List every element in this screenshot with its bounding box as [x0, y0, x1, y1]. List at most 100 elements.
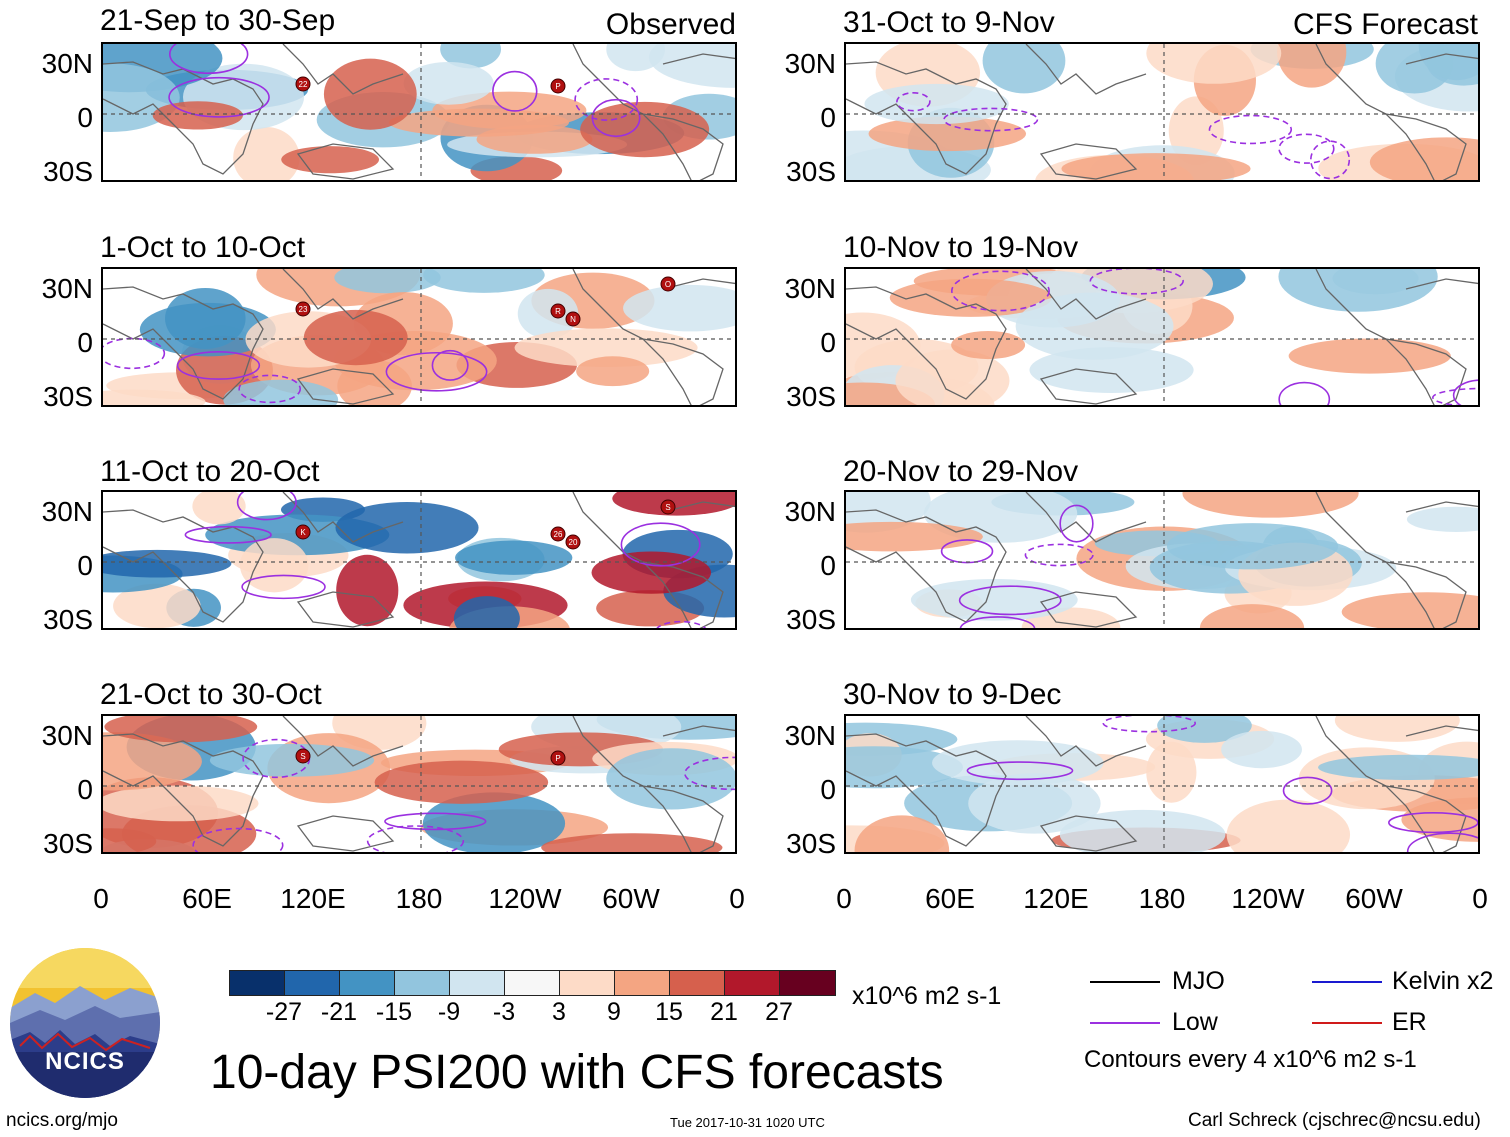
forecast-map-2: [844, 267, 1480, 407]
coastline: [1025, 492, 1147, 543]
panel-title-obs-2: 1-Oct to 10-Oct: [100, 231, 306, 264]
lat-label: 30S: [43, 604, 93, 635]
coastline: [1405, 725, 1478, 737]
anomaly-blob: [209, 743, 375, 777]
anomaly-blob: [910, 578, 1078, 621]
contour-note: Contours every 4 x10^6 m2 s-1: [1084, 1046, 1417, 1073]
low-contour: [943, 107, 1039, 132]
anomaly-blob: [864, 83, 1009, 125]
footer-url[interactable]: ncics.org/mjo: [6, 1110, 118, 1131]
storm-marker-label: N: [570, 315, 576, 324]
forecast-map-4: [844, 714, 1480, 854]
lat-label: 0: [820, 102, 836, 133]
anomaly-blob: [606, 44, 666, 72]
low-contour: [238, 374, 302, 404]
coastline: [662, 53, 735, 65]
colorbar-tick: -27: [265, 998, 303, 1026]
lon-label: 0: [729, 883, 745, 914]
anomaly-blob: [1199, 604, 1305, 628]
lat-label: 30N: [784, 720, 836, 751]
low-contour: [684, 756, 735, 791]
anomaly-blob: [1157, 716, 1252, 743]
storm-marker-label: O: [665, 280, 671, 289]
lat-label: 30S: [43, 381, 93, 412]
storm-marker: [550, 526, 566, 542]
coastline: [662, 278, 735, 290]
storm-marker-label: K: [300, 528, 306, 537]
anomaly-blob: [1061, 153, 1251, 180]
lat-label: 0: [77, 774, 93, 805]
anomaly-blob: [1226, 799, 1351, 852]
anomaly-blob: [1278, 269, 1438, 312]
anomaly-blob: [323, 58, 417, 130]
anomaly-blob: [192, 492, 246, 525]
storm-marker-label: S: [300, 752, 305, 761]
coastline: [1385, 338, 1467, 405]
lon-label: 60E: [182, 883, 232, 914]
colorbar-tick: -21: [320, 998, 358, 1026]
coastline: [1405, 278, 1478, 290]
anomaly-blob: [281, 146, 380, 174]
anomaly-blob: [1318, 754, 1478, 781]
coastline: [662, 725, 735, 737]
lat-label: 0: [820, 774, 836, 805]
coastline: [282, 492, 404, 543]
lat-label: 30S: [786, 828, 836, 859]
storm-marker: [550, 303, 566, 319]
colorbar: [229, 970, 836, 996]
coastline: [1039, 368, 1138, 405]
mjo-legend-label: MJO: [1172, 967, 1225, 995]
anomaly-blob: [1418, 44, 1478, 81]
anomaly-blob: [1288, 338, 1451, 374]
colorbar-swatch: [285, 971, 340, 995]
coastline: [572, 492, 692, 628]
anomaly-blob: [591, 551, 712, 594]
anomaly-blob: [1146, 741, 1197, 803]
storm-marker: [660, 499, 676, 515]
lon-label: 60W: [602, 883, 660, 914]
storm-marker-label: 26: [554, 530, 563, 539]
storm-marker: [295, 301, 311, 317]
logo-text: NCICS: [45, 1048, 125, 1075]
colorbar-tick: -9: [437, 998, 461, 1026]
coastline: [1385, 113, 1467, 180]
coastline: [296, 368, 395, 405]
footer-author[interactable]: Carl Schreck (cjschrec@ncsu.edu): [1188, 1110, 1481, 1131]
low-contour: [385, 351, 488, 392]
low-contour: [241, 574, 326, 600]
panel-title-fc-2: 10-Nov to 19-Nov: [843, 231, 1079, 264]
anomaly-blob: [103, 389, 206, 405]
coastline: [572, 269, 692, 405]
anomaly-blob: [1182, 492, 1359, 518]
anomaly-blob: [455, 540, 573, 575]
storm-marker: [565, 534, 581, 550]
coastline: [1385, 785, 1467, 852]
colorbar-tick: -3: [492, 998, 516, 1026]
coastline: [846, 286, 1007, 400]
anomaly-blob: [223, 379, 339, 405]
coastline: [642, 113, 724, 180]
lon-label: 0: [836, 883, 852, 914]
kelvin-legend-line: [1312, 981, 1382, 983]
anomaly-blob: [895, 349, 1010, 405]
storm-marker: [550, 78, 566, 94]
lat-label: 30N: [41, 273, 93, 304]
coastline: [103, 509, 264, 623]
low-contour: [492, 70, 538, 112]
coastline: [642, 785, 724, 852]
anomaly-blob: [648, 44, 735, 88]
storm-marker-label: P: [555, 82, 560, 91]
low-contour: [176, 350, 261, 380]
observed-map-1: 22 P: [101, 42, 737, 182]
anomaly-blob: [576, 356, 650, 387]
anomaly-blob: [1341, 592, 1478, 628]
anomaly-blob: [1406, 506, 1478, 532]
kelvin-legend-label: Kelvin x2: [1392, 967, 1494, 995]
coastline: [1405, 501, 1478, 513]
anomaly-blob: [1015, 292, 1174, 360]
storm-marker: [565, 311, 581, 327]
coastline: [1385, 561, 1467, 628]
anomaly-blob: [868, 116, 1027, 152]
anomaly-blob: [1277, 44, 1347, 88]
low-contour: [1432, 387, 1478, 405]
